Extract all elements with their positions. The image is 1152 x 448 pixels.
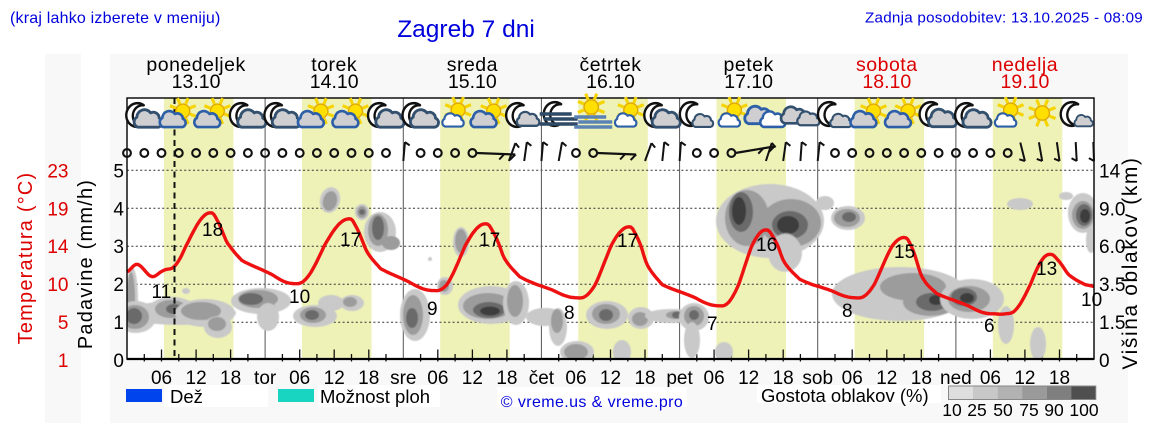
svg-text:1: 1 [113,313,124,334]
svg-text:10: 10 [1081,290,1102,311]
svg-text:sob: sob [802,368,833,389]
svg-text:15: 15 [894,242,915,263]
svg-text:06: 06 [427,368,448,389]
svg-text:Dež: Dež [170,386,203,407]
svg-text:Zagreb 7 dni: Zagreb 7 dni [397,16,535,43]
svg-text:Zadnja posodobitev: 13.10.2025: Zadnja posodobitev: 13.10.2025 - 08:09 [865,10,1143,27]
svg-text:četrtek: četrtek [579,54,641,76]
svg-text:17: 17 [617,231,638,252]
svg-text:ponedeljek: ponedeljek [146,54,245,76]
svg-text:15.10: 15.10 [448,71,497,93]
svg-text:13.10: 13.10 [172,71,221,93]
svg-text:pet: pet [666,368,693,389]
svg-text:75: 75 [1019,400,1038,420]
svg-text:3: 3 [113,237,124,258]
svg-text:06: 06 [980,368,1001,389]
svg-text:6: 6 [984,316,995,337]
svg-text:tor: tor [254,368,277,389]
svg-text:7: 7 [707,314,718,335]
svg-text:12: 12 [186,368,207,389]
svg-text:5: 5 [113,162,124,183]
svg-text:10: 10 [289,287,310,308]
svg-text:13: 13 [1036,259,1057,280]
svg-text:1.5: 1.5 [1099,313,1125,334]
svg-text:25: 25 [967,400,986,420]
svg-text:17: 17 [479,230,500,251]
svg-text:19.10: 19.10 [1001,71,1050,93]
svg-text:18.10: 18.10 [862,71,911,93]
svg-text:© vreme.us & vreme.pro: © vreme.us & vreme.pro [501,394,683,411]
svg-text:50: 50 [993,400,1013,420]
svg-text:Gostota oblakov (%): Gostota oblakov (%) [761,385,929,406]
svg-text:18: 18 [358,368,379,389]
svg-text:06: 06 [704,368,725,389]
svg-text:Višina oblakov (km): Višina oblakov (km) [1119,156,1142,369]
svg-text:5: 5 [58,313,69,334]
svg-text:12: 12 [876,368,897,389]
svg-text:ned: ned [940,368,972,389]
svg-text:9.0: 9.0 [1099,199,1125,220]
svg-text:18: 18 [202,220,223,241]
svg-text:čet: čet [529,368,555,389]
svg-text:12: 12 [738,368,759,389]
svg-text:06: 06 [565,368,586,389]
svg-text:12: 12 [462,368,483,389]
svg-text:06: 06 [842,368,863,389]
svg-text:19: 19 [47,199,68,220]
svg-text:8: 8 [842,301,853,322]
svg-text:6.0: 6.0 [1099,237,1125,258]
svg-text:16.10: 16.10 [586,71,635,93]
svg-text:1: 1 [58,351,69,372]
svg-text:18: 18 [911,368,932,389]
svg-text:18: 18 [496,368,517,389]
svg-text:(kraj lahko izberete v meniju): (kraj lahko izberete v meniju) [10,10,221,27]
svg-text:Padavine (mm/h): Padavine (mm/h) [75,179,97,349]
svg-text:23: 23 [47,162,68,183]
svg-text:sobota: sobota [856,54,918,76]
svg-text:4: 4 [113,199,124,220]
svg-text:14.10: 14.10 [310,71,359,93]
svg-text:9: 9 [427,299,438,320]
svg-text:18: 18 [634,368,655,389]
svg-text:0: 0 [1099,351,1110,372]
svg-text:16: 16 [756,235,777,256]
svg-text:17.10: 17.10 [724,71,773,93]
svg-text:0: 0 [113,351,124,372]
svg-text:10: 10 [47,275,68,296]
svg-text:sre: sre [390,368,416,389]
svg-text:petek: petek [724,54,774,76]
svg-text:06: 06 [151,368,172,389]
svg-text:12: 12 [324,368,345,389]
svg-text:Možnost ploh: Možnost ploh [320,386,430,407]
svg-text:torek: torek [311,54,357,76]
svg-text:10: 10 [942,400,962,420]
svg-text:90: 90 [1044,400,1064,420]
svg-text:8: 8 [564,303,575,324]
svg-text:12: 12 [600,368,621,389]
svg-text:18: 18 [220,368,241,389]
svg-text:nedelja: nedelja [992,54,1058,76]
svg-text:06: 06 [289,368,310,389]
svg-text:11: 11 [152,282,172,303]
svg-text:14: 14 [47,237,69,258]
svg-text:100: 100 [1069,400,1098,420]
svg-text:14: 14 [1099,162,1121,183]
svg-text:sreda: sreda [447,54,498,76]
svg-text:18: 18 [773,368,794,389]
svg-text:2: 2 [113,275,124,296]
svg-text:18: 18 [1049,368,1070,389]
svg-text:Temperatura (°C): Temperatura (°C) [15,172,37,345]
svg-text:17: 17 [340,230,361,251]
svg-text:3.5: 3.5 [1099,275,1125,296]
svg-text:12: 12 [1014,368,1035,389]
